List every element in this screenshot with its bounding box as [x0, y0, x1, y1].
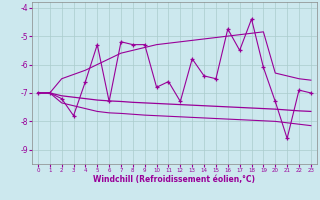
X-axis label: Windchill (Refroidissement éolien,°C): Windchill (Refroidissement éolien,°C) — [93, 175, 255, 184]
